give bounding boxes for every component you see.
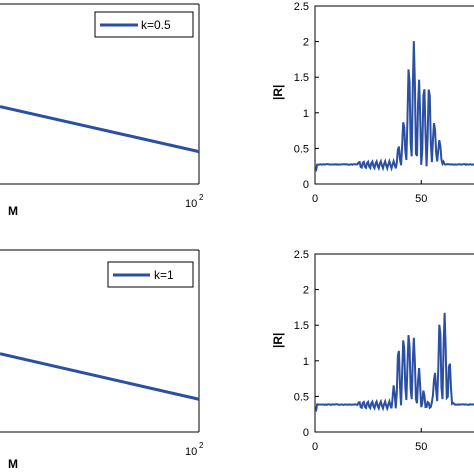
y-tick-label: 0.5 — [294, 391, 309, 403]
y-tick-label: 1.5 — [294, 72, 309, 84]
y-tick-label: 1 — [303, 108, 309, 120]
x-tick-label: 50 — [415, 193, 427, 205]
x-axis-label: M — [8, 204, 18, 218]
y-tick-label: 1 — [303, 356, 309, 368]
x-tick-label: 0 — [312, 441, 318, 453]
y-tick-label: 2 — [303, 37, 309, 49]
legend-label: k=0.5 — [141, 18, 171, 32]
panel-top-left: 10 2 M k=0.5 — [0, 3, 204, 218]
y-tick-label: 2.5 — [294, 1, 309, 13]
plot-frame — [314, 253, 474, 433]
x-tick-label-exp: 2 — [199, 193, 204, 202]
y-tick-label: 2 — [303, 285, 309, 297]
panel-bottom-right: 0 0.5 1 1.5 2 2.5 0 50 |R| — [271, 249, 474, 453]
panel-bottom-left: 10 2 M k=1 — [0, 249, 204, 471]
series-line — [315, 41, 474, 172]
x-tick-label: 0 — [312, 193, 318, 205]
series-line — [0, 352, 200, 401]
x-tick-label: 50 — [415, 441, 427, 453]
x-tick-label-base: 10 — [185, 198, 197, 210]
plot-frame — [314, 5, 474, 185]
y-axis-label: |R| — [271, 85, 285, 100]
legend-label: k=1 — [154, 268, 174, 282]
y-tick-label: 0 — [303, 179, 309, 191]
y-tick-label: 0.5 — [294, 143, 309, 155]
x-tick-label-base: 10 — [185, 446, 197, 458]
series-line — [315, 312, 474, 412]
panel-top-right: 0 0.5 1 1.5 2 2.5 0 50 |R| — [271, 1, 474, 205]
y-tick-label: 0 — [303, 427, 309, 439]
x-tick-label-exp: 2 — [199, 441, 204, 450]
y-axis-label: |R| — [271, 333, 285, 348]
x-axis-label: M — [8, 457, 18, 471]
series-line — [0, 105, 200, 154]
y-tick-label: 2.5 — [294, 249, 309, 261]
y-tick-label: 1.5 — [294, 320, 309, 332]
